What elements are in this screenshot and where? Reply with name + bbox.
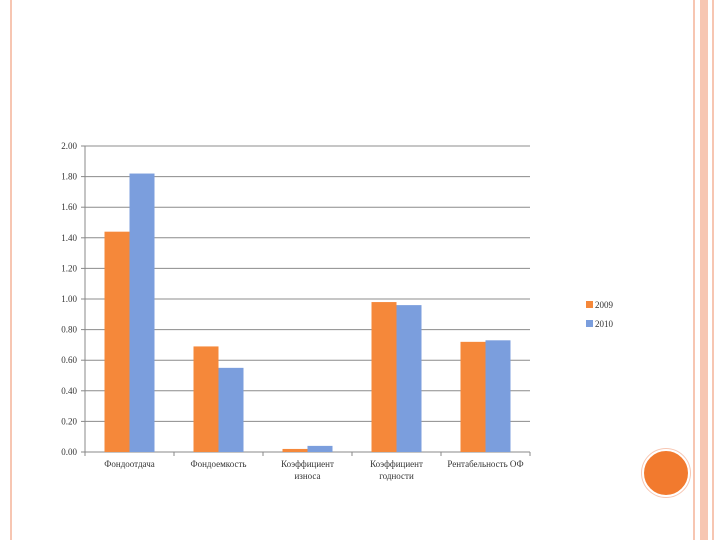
- bar-2009-1: [193, 346, 219, 452]
- bar-2009-3: [371, 302, 397, 452]
- y-tick-label: 1.80: [61, 172, 77, 182]
- y-tick-label: 0.40: [61, 386, 77, 396]
- slide-frame-right-line-outer: [712, 0, 714, 540]
- bar-2010-1: [218, 367, 244, 452]
- bars: [104, 173, 511, 453]
- y-tick-label: 0.80: [61, 325, 77, 335]
- x-category-label: Фондоотдача: [104, 459, 154, 469]
- gridlines: [85, 145, 530, 453]
- slide-frame-right-band: [700, 0, 708, 540]
- y-tick-label: 1.20: [61, 263, 77, 273]
- bar-2010-0: [129, 173, 155, 453]
- y-axis: 0.00 0.20 0.40 0.60 0.80 1.00 1.20 1.40 1.60 1.80…: [61, 141, 86, 457]
- bar-2009-2: [282, 448, 308, 452]
- bar-2009-4: [460, 341, 486, 452]
- slide-frame-right-line: [693, 0, 695, 540]
- x-category-label: Коэффициент износа: [281, 459, 334, 481]
- y-tick-label: 1.60: [61, 202, 77, 212]
- y-tick-label: 1.00: [61, 294, 77, 304]
- bar-2010-4: [485, 340, 511, 452]
- x-category-label: Фондоемкость: [191, 459, 247, 469]
- x-category-label: Коэффициент годности: [370, 459, 423, 481]
- decorative-orange-circle: [642, 449, 690, 497]
- bar-2010-3: [396, 305, 422, 452]
- y-tick-label: 1.40: [61, 233, 77, 243]
- slide-frame-left: [0, 0, 12, 540]
- bar-2009-0: [104, 231, 130, 452]
- legend-label-2010: 2010: [595, 319, 614, 329]
- y-tick-label: 0.20: [61, 416, 77, 426]
- x-category-label: Рентабельность ОФ: [447, 459, 523, 469]
- legend: 2009 2010: [586, 300, 614, 329]
- y-tick-label: 2.00: [61, 141, 77, 151]
- bar-2010-2: [307, 445, 333, 452]
- y-tick-label: 0.00: [61, 447, 77, 457]
- y-tick-label: 0.60: [61, 355, 77, 365]
- legend-swatch-2010: [586, 320, 593, 327]
- x-axis: Фондоотдача Фондоемкость Коэффициент износа…: [84, 452, 531, 481]
- legend-swatch-2009: [586, 301, 593, 308]
- legend-label-2009: 2009: [595, 300, 614, 310]
